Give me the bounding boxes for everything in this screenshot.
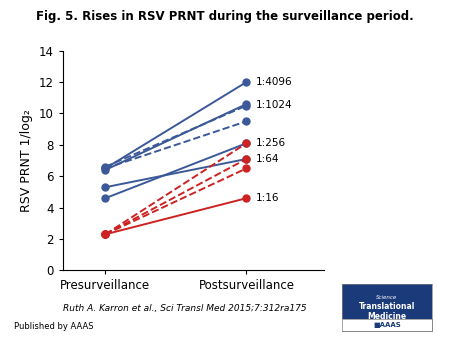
Text: 1:4096: 1:4096: [256, 77, 293, 87]
Text: 1:64: 1:64: [256, 154, 280, 164]
Text: Fig. 5. Rises in RSV PRNT during the surveillance period.: Fig. 5. Rises in RSV PRNT during the sur…: [36, 10, 414, 23]
Text: 1:256: 1:256: [256, 138, 286, 148]
Text: Ruth A. Karron et al., Sci Transl Med 2015;7:312ra175: Ruth A. Karron et al., Sci Transl Med 20…: [63, 304, 306, 313]
Text: Medicine: Medicine: [368, 312, 406, 321]
Text: Translational: Translational: [359, 302, 415, 311]
Text: Science: Science: [376, 295, 398, 300]
Text: 1:16: 1:16: [256, 193, 280, 203]
Y-axis label: RSV PRNT 1/log₂: RSV PRNT 1/log₂: [20, 109, 33, 212]
Text: ■AAAS: ■AAAS: [373, 322, 401, 328]
Text: Published by AAAS: Published by AAAS: [14, 322, 93, 331]
Text: 1:1024: 1:1024: [256, 100, 293, 110]
